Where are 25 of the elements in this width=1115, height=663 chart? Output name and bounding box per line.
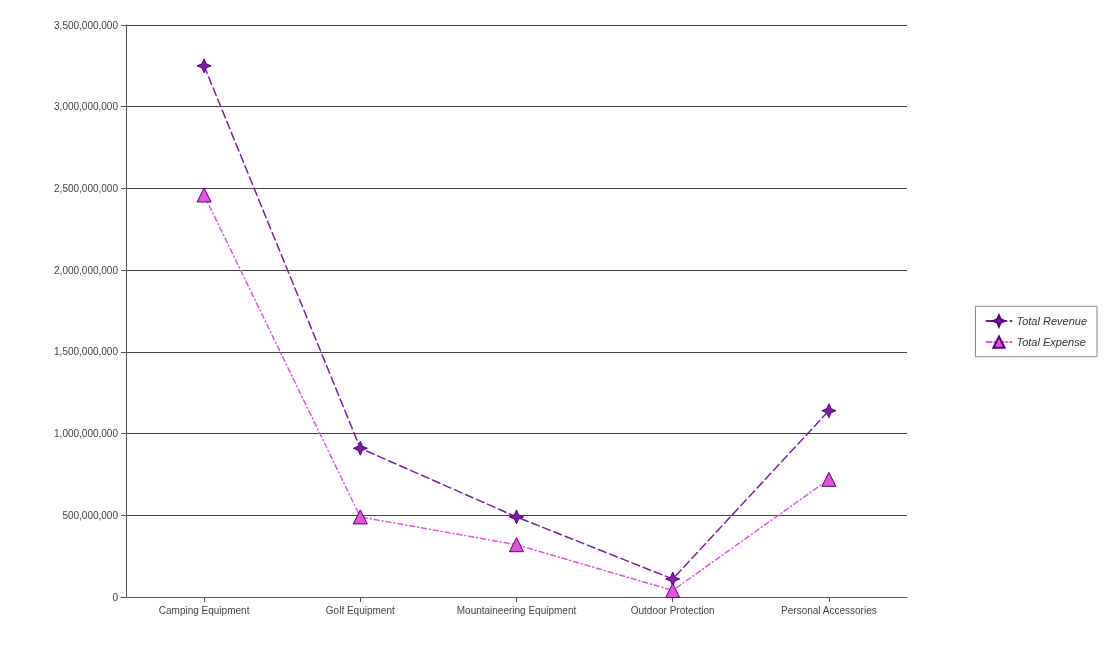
x-tick-label: Mountaineering Equipment — [456, 604, 577, 616]
legend-label: Total Expense — [1016, 336, 1086, 349]
x-tick-label: Outdoor Protection — [630, 604, 715, 616]
point — [352, 509, 368, 525]
point — [509, 509, 524, 525]
y-tick-label: 2,500,000,000 — [54, 182, 119, 194]
y-tick-label: 2,000,000,000 — [54, 264, 119, 276]
y-tick-label: 3,000,000,000 — [54, 101, 119, 113]
point — [821, 471, 837, 487]
point — [196, 58, 212, 74]
y-tick-label: 1,500,000,000 — [54, 346, 119, 358]
point — [509, 537, 524, 553]
x-tick-label: Golf Equipment — [325, 604, 395, 616]
point — [196, 187, 212, 203]
x-tick-label: Camping Equipment — [158, 604, 250, 616]
y-tick-label: 3,500,000,000 — [54, 19, 119, 31]
point — [665, 571, 681, 587]
x-tick-label: Personal Accessories — [781, 604, 877, 616]
y-tick-label: 0 — [112, 591, 119, 603]
legend-label: Total Revenue — [1016, 314, 1088, 327]
y-tick-label: 500,000,000 — [62, 509, 119, 521]
point — [665, 582, 681, 598]
y-tick-label: 1,000,000,000 — [54, 428, 119, 440]
point — [352, 440, 368, 456]
point — [821, 403, 837, 419]
